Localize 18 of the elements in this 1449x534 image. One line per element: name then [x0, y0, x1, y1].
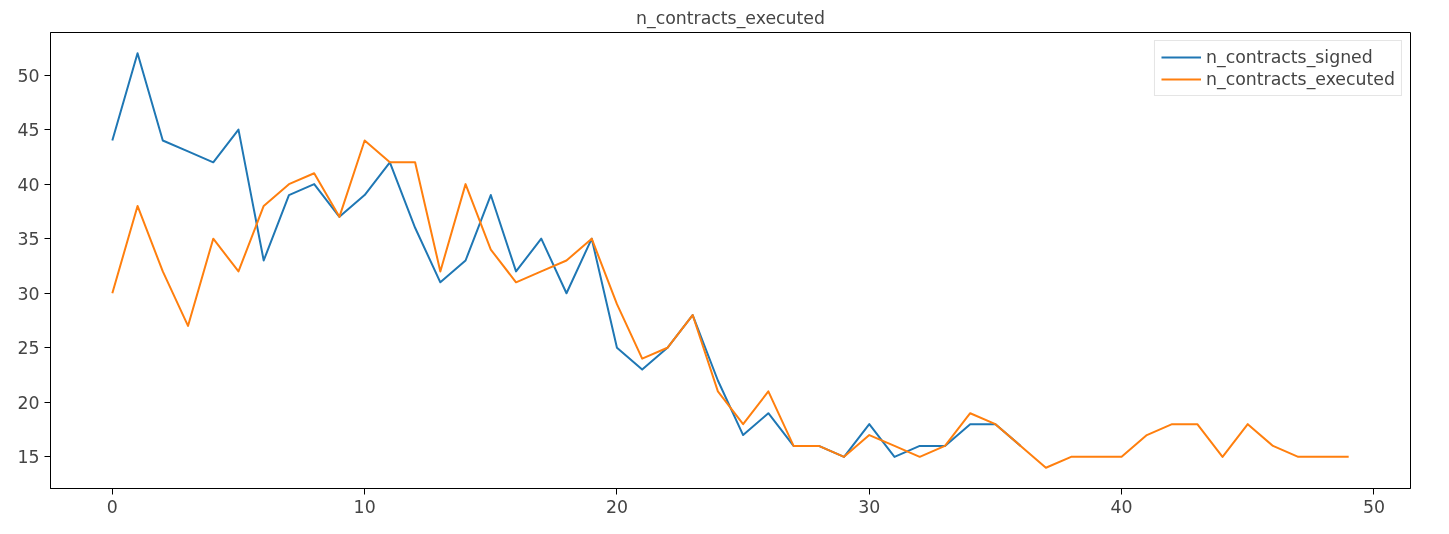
legend-label: n_contracts_signed [1205, 47, 1373, 67]
chart-title: n_contracts_executed [635, 7, 826, 29]
y-tick-label: 30 [17, 283, 40, 304]
y-tick-label: 15 [17, 447, 40, 468]
x-tick-label: 0 [106, 496, 118, 517]
y-tick-label: 45 [17, 120, 40, 141]
y-tick-label: 20 [17, 392, 40, 413]
x-tick-label: 40 [1110, 496, 1133, 517]
x-tick-label: 10 [353, 496, 376, 517]
legend-label: n_contracts_executed [1205, 69, 1395, 89]
y-tick-label: 25 [17, 338, 40, 359]
x-tick-label: 30 [858, 496, 881, 517]
line-series [111, 139, 1350, 469]
y-tick-label: 35 [17, 229, 40, 250]
y-tick-label: 50 [17, 65, 40, 86]
x-tick-label: 20 [605, 496, 628, 517]
y-tick-label: 40 [17, 174, 40, 195]
x-tick-label: 50 [1362, 496, 1385, 517]
